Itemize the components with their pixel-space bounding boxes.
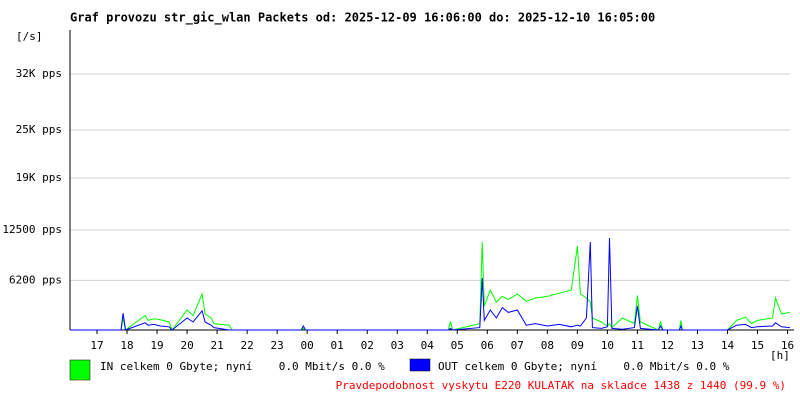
y-tick-label: 12500 pps — [2, 223, 62, 236]
x-tick-label: 13 — [691, 339, 704, 352]
x-tick-label: 23 — [271, 339, 284, 352]
legend-label: IN celkem 0 Gbyte; nyní 0.0 Mbit/s 0.0 % — [100, 360, 385, 373]
x-tick-label: 16 — [781, 339, 794, 352]
x-tick-label: 03 — [391, 339, 404, 352]
x-tick-label: 20 — [180, 339, 193, 352]
x-tick-label: 02 — [361, 339, 374, 352]
legend-swatch — [69, 359, 91, 381]
x-tick-label: 09 — [571, 339, 584, 352]
x-tick-label: 12 — [661, 339, 674, 352]
y-tick-label: 32K pps — [16, 67, 62, 80]
x-tick-label: 06 — [481, 339, 494, 352]
x-tick-label: 14 — [721, 339, 735, 352]
y-axis-label: [/s] — [16, 30, 43, 43]
x-tick-label: 22 — [240, 339, 253, 352]
x-tick-label: 17 — [90, 339, 103, 352]
x-tick-label: 11 — [631, 339, 644, 352]
legend-label: OUT celkem 0 Gbyte; nyní 0.0 Mbit/s 0.0 … — [438, 360, 730, 373]
x-tick-label: 21 — [210, 339, 223, 352]
x-axis-label: [h] — [770, 349, 790, 362]
x-tick-label: 04 — [421, 339, 435, 352]
x-tick-label: 05 — [451, 339, 464, 352]
x-tick-label: 10 — [601, 339, 614, 352]
annotation: Pravdepodobnost vyskytu E220 KULATAK na … — [336, 379, 786, 392]
legend-swatch — [409, 358, 431, 372]
y-tick-label: 19K pps — [16, 171, 62, 184]
x-tick-label: 01 — [331, 339, 344, 352]
x-tick-label: 00 — [301, 339, 314, 352]
series-line — [70, 241, 790, 332]
x-tick-label: 19 — [150, 339, 163, 352]
x-tick-label: 15 — [751, 339, 764, 352]
x-tick-label: 08 — [541, 339, 554, 352]
chart-title: Graf provozu str_gic_wlan Packets od: 20… — [70, 11, 655, 26]
series-line — [70, 237, 790, 331]
x-tick-label: 18 — [120, 339, 133, 352]
y-tick-label: 6200 pps — [9, 273, 62, 286]
y-tick-label: 25K pps — [16, 123, 62, 136]
x-tick-label: 07 — [511, 339, 524, 352]
